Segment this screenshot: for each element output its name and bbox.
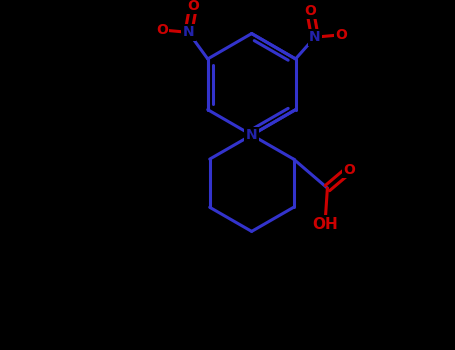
Text: N: N (309, 30, 321, 44)
Text: O: O (304, 4, 316, 18)
Text: O: O (156, 23, 168, 37)
Text: N: N (246, 128, 258, 142)
Text: O: O (343, 163, 355, 177)
Text: O: O (187, 0, 199, 13)
Text: N: N (182, 25, 194, 39)
Text: OH: OH (312, 217, 338, 232)
Text: O: O (335, 28, 348, 42)
